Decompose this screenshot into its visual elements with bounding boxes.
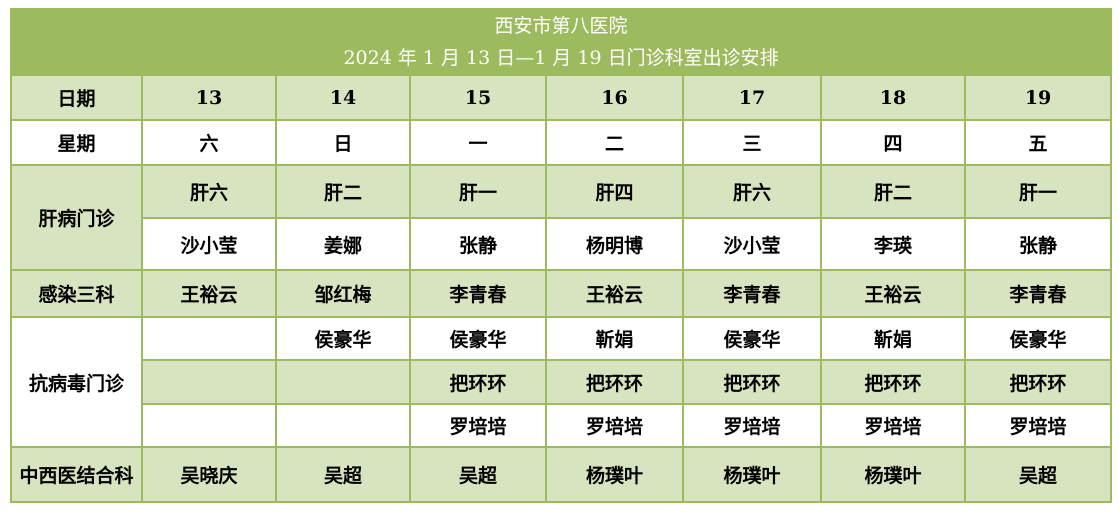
schedule-cell: 把环环 — [963, 359, 1113, 405]
schedule-cell: 吴超 — [409, 446, 547, 503]
weekday-cell: 一 — [409, 119, 547, 166]
schedule-cell — [275, 403, 411, 448]
date-cell: 17 — [682, 74, 822, 121]
date-cell: 13 — [141, 74, 277, 121]
antiviral-clinic-row-2: 把环环 把环环 把环环 把环环 把环环 — [11, 359, 1113, 405]
schedule-cell: 张静 — [963, 217, 1113, 271]
schedule-cell: 沙小莹 — [682, 217, 822, 271]
row-label-infection-dept: 感染三科 — [10, 269, 143, 318]
antiviral-clinic-row-3: 罗培培 罗培培 罗培培 罗培培 罗培培 — [11, 403, 1113, 448]
schedule-cell: 王裕云 — [141, 269, 277, 318]
schedule-cell: 罗培培 — [545, 403, 684, 448]
date-cell: 19 — [963, 74, 1113, 121]
schedule-cell: 罗培培 — [409, 403, 547, 448]
weekday-cell: 四 — [820, 119, 966, 166]
liver-clinic-row-2: 沙小莹 姜娜 张静 杨明博 沙小莹 李瑛 张静 — [11, 217, 1113, 271]
date-cell: 15 — [409, 74, 547, 121]
schedule-cell: 肝六 — [682, 164, 822, 219]
infection-dept-row: 感染三科 王裕云 邹红梅 李青春 王裕云 李青春 王裕云 李青春 — [10, 269, 1113, 318]
antiviral-clinic-row-1: 抗病毒门诊 侯豪华 侯豪华 靳娟 侯豪华 靳娟 侯豪华 — [10, 316, 1113, 448]
schedule-cell: 吴超 — [275, 446, 411, 503]
schedule-cell: 把环环 — [409, 359, 547, 405]
date-row: 日期 13 14 15 16 17 18 19 — [10, 74, 1113, 121]
schedule-cell: 肝四 — [545, 164, 684, 219]
weekday-row: 星期 六 日 一 二 三 四 五 — [10, 119, 1113, 166]
date-cell: 14 — [275, 74, 411, 121]
schedule-cell: 张静 — [409, 217, 547, 271]
schedule-subtitle: 2024 年 1 月 13 日—1 月 19 日门诊科室出诊安排 — [343, 47, 779, 69]
schedule-cell — [141, 359, 277, 405]
row-label-liver-clinic: 肝病门诊 — [10, 164, 143, 271]
hospital-name: 西安市第八医院 — [494, 15, 628, 37]
schedule-cell: 王裕云 — [820, 269, 966, 318]
schedule-cell: 把环环 — [545, 359, 684, 405]
schedule-cell: 肝二 — [820, 164, 966, 219]
schedule-cell: 李青春 — [963, 269, 1113, 318]
table-title-row: 西安市第八医院 2024 年 1 月 13 日—1 月 19 日门诊科室出诊安排 — [9, 8, 1113, 76]
schedule-cell: 肝一 — [409, 164, 547, 219]
schedule-cell: 杨璞叶 — [820, 446, 966, 503]
schedule-cell: 侯豪华 — [409, 316, 547, 361]
schedule-cell: 杨璞叶 — [682, 446, 822, 503]
schedule-cell: 肝一 — [963, 164, 1113, 219]
schedule-cell: 把环环 — [682, 359, 822, 405]
schedule-cell: 吴超 — [963, 446, 1113, 503]
schedule-cell: 沙小莹 — [141, 217, 277, 271]
weekday-cell: 二 — [545, 119, 684, 166]
schedule-cell: 罗培培 — [682, 403, 822, 448]
schedule-cell: 李青春 — [682, 269, 822, 318]
schedule-cell: 杨明博 — [545, 217, 684, 271]
date-cell: 16 — [545, 74, 684, 121]
date-cell: 18 — [820, 74, 966, 121]
schedule-cell: 邹红梅 — [275, 269, 411, 318]
schedule-cell: 姜娜 — [275, 217, 411, 271]
schedule-cell: 吴晓庆 — [141, 446, 277, 503]
schedule-cell — [141, 316, 277, 361]
schedule-cell: 侯豪华 — [682, 316, 822, 361]
liver-clinic-row-1: 肝病门诊 肝六 肝二 肝一 肝四 肝六 肝二 肝一 — [10, 164, 1113, 271]
schedule-cell: 李青春 — [409, 269, 547, 318]
schedule-cell: 王裕云 — [545, 269, 684, 318]
schedule-cell: 侯豪华 — [963, 316, 1113, 361]
schedule-cell: 罗培培 — [820, 403, 966, 448]
schedule-cell: 杨璞叶 — [545, 446, 684, 503]
page: 西安市第八医院 2024 年 1 月 13 日—1 月 19 日门诊科室出诊安排… — [9, 8, 1113, 503]
schedule-cell — [275, 359, 411, 405]
schedule-cell: 靳娟 — [820, 316, 966, 361]
row-label-integrated-medicine: 中西医结合科 — [10, 446, 143, 503]
row-label-date: 日期 — [10, 74, 143, 121]
outpatient-schedule-table: 西安市第八医院 2024 年 1 月 13 日—1 月 19 日门诊科室出诊安排… — [9, 8, 1113, 503]
schedule-cell: 把环环 — [820, 359, 966, 405]
schedule-cell: 靳娟 — [545, 316, 684, 361]
schedule-cell: 肝二 — [275, 164, 411, 219]
schedule-cell — [141, 403, 277, 448]
weekday-cell: 日 — [275, 119, 411, 166]
weekday-cell: 三 — [682, 119, 822, 166]
row-label-week: 星期 — [10, 119, 143, 166]
schedule-cell: 罗培培 — [963, 403, 1113, 448]
weekday-cell: 六 — [141, 119, 277, 166]
table-title-cell: 西安市第八医院 2024 年 1 月 13 日—1 月 19 日门诊科室出诊安排 — [9, 8, 1113, 76]
schedule-cell: 肝六 — [141, 164, 277, 219]
integrated-medicine-row: 中西医结合科 吴晓庆 吴超 吴超 杨璞叶 杨璞叶 杨璞叶 吴超 — [10, 446, 1113, 503]
row-label-antiviral-clinic: 抗病毒门诊 — [10, 316, 143, 448]
weekday-cell: 五 — [963, 119, 1113, 166]
schedule-cell: 侯豪华 — [275, 316, 411, 361]
schedule-cell: 李瑛 — [820, 217, 966, 271]
